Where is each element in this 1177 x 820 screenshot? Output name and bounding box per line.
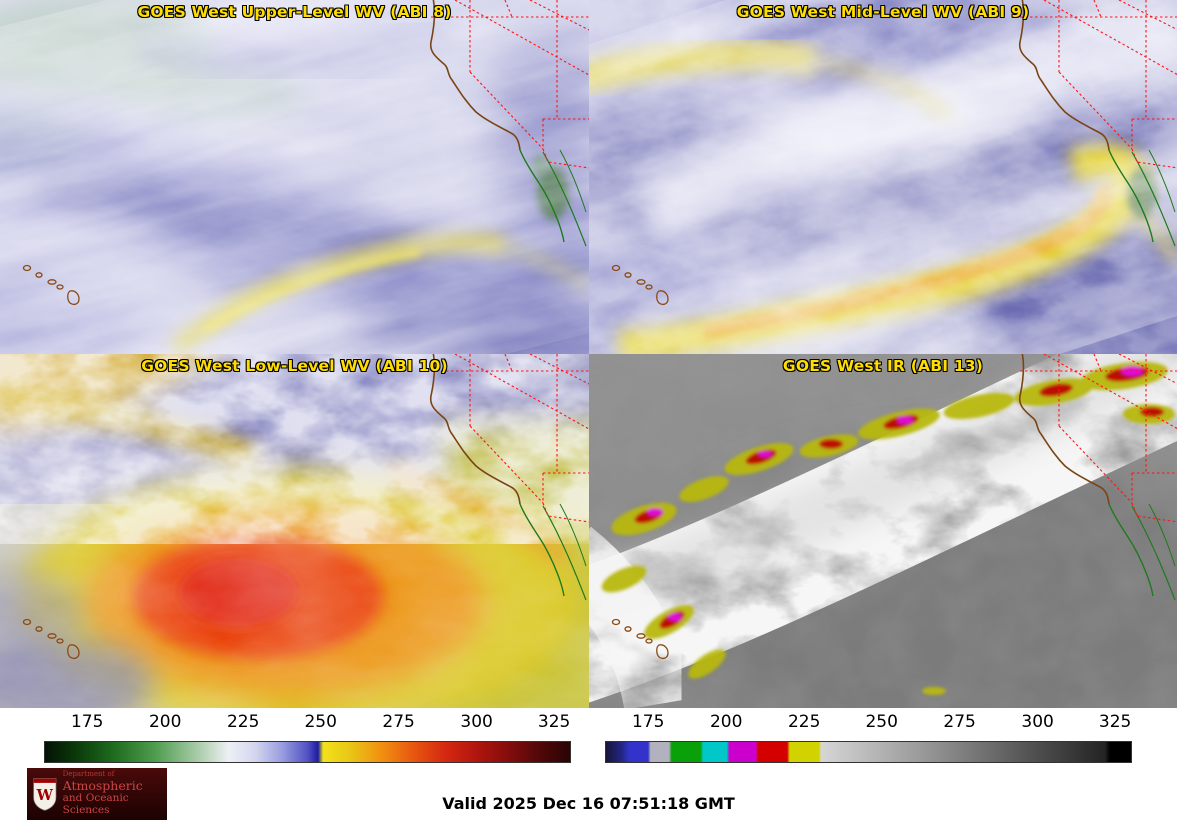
colorbar-tick: 250 — [304, 712, 337, 732]
colorbar-tick: 300 — [1021, 712, 1054, 732]
colorbar-tick: 325 — [1098, 712, 1132, 732]
colorbar-tick: 275 — [382, 712, 415, 732]
satellite-image-abi9 — [589, 0, 1177, 354]
satellite-image-abi13 — [589, 354, 1177, 708]
ir-colorbar-ticks: 175 200 225 250 275 300 325 — [605, 706, 1132, 738]
satellite-image-abi8 — [0, 0, 589, 354]
logo-atmospheric: Atmospheric — [62, 778, 143, 794]
colorbar-tick: 200 — [148, 712, 182, 732]
colorbar-tick: 200 — [709, 712, 743, 732]
ir-colorbar — [605, 741, 1132, 763]
colorbar-tick: 175 — [70, 712, 104, 732]
colorbar-tick: 225 — [787, 712, 821, 732]
colorbar-tick: 325 — [537, 712, 571, 732]
colorbar-tick: 175 — [631, 712, 665, 732]
colorbar-tick: 300 — [460, 712, 493, 732]
wv-colorbar-ticks: 175 200 225 250 275 300 325 — [44, 706, 571, 738]
colorbar-tick: 250 — [865, 712, 898, 732]
wv-colorbar — [44, 741, 571, 763]
aos-department-logo: W Department of Atmospheric and Oceanic … — [27, 768, 167, 820]
logo-department-of: Department of — [62, 770, 115, 779]
logo-text: Department of Atmospheric and Oceanic Sc… — [63, 771, 162, 816]
logo-oceanic: and Oceanic Sciences — [62, 792, 129, 816]
colorbar-tick: 225 — [226, 712, 260, 732]
colorbar-tick: 275 — [943, 712, 976, 732]
satellite-quad-svg — [0, 0, 1177, 708]
satellite-panels: GOES West Upper-Level WV (ABI 8) GOES We… — [0, 0, 1177, 708]
satellite-image-abi10 — [0, 354, 589, 708]
valid-timestamp: Valid 2025 Dec 16 07:51:18 GMT — [442, 794, 735, 813]
uw-crest-icon: W — [33, 778, 57, 811]
svg-text:W: W — [36, 787, 54, 804]
